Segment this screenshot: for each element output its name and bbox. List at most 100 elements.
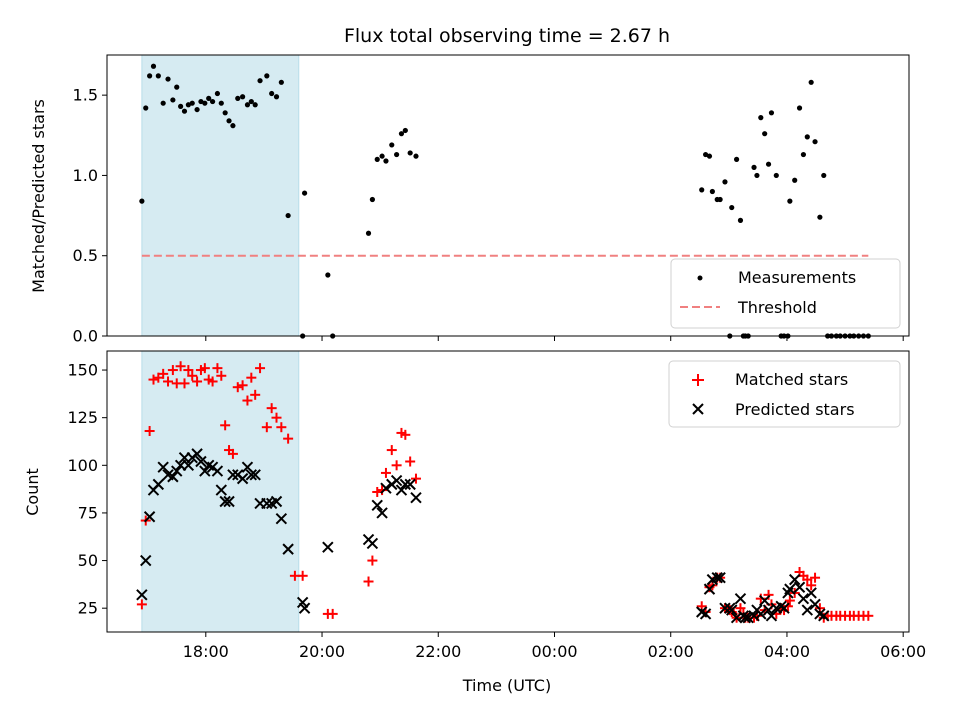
count-x-tick-label: 18:00	[183, 642, 229, 661]
measurement-point	[209, 98, 216, 105]
count-y-tick-label: 25	[78, 599, 98, 618]
predicted-star-stroke-b	[809, 598, 821, 611]
predicted-star-point	[236, 472, 249, 485]
measurement-point	[369, 196, 375, 203]
measurement-point	[394, 151, 400, 158]
predicted-star-stroke-b	[788, 573, 801, 586]
measurement-point	[733, 156, 740, 162]
predicted-star-point	[171, 465, 183, 477]
predicted-star-point	[395, 484, 408, 496]
measurement-point	[808, 79, 814, 85]
predicted-star-stroke-b	[399, 478, 412, 491]
predicted-star-stroke-b	[275, 512, 288, 525]
predicted-star-stroke-b	[191, 448, 203, 460]
measurement-point	[170, 97, 176, 103]
matched-stars-points	[136, 361, 874, 623]
count-y-tick-label: 150	[67, 361, 98, 380]
measurement-point	[174, 84, 180, 90]
measurement-point	[222, 110, 228, 116]
predicted-star-point	[714, 571, 726, 584]
predicted-star-stroke-b	[805, 587, 817, 599]
measurement-point	[706, 153, 713, 159]
measurement-point	[413, 153, 419, 159]
predicted-star-stroke-b	[765, 610, 778, 622]
predicted-star-point	[140, 554, 152, 567]
matched-star-point	[380, 467, 391, 478]
measurement-point	[264, 73, 270, 79]
predicted-star-point	[261, 497, 273, 510]
predicted-star-stroke-b	[157, 461, 169, 473]
matched-star-point	[400, 429, 411, 440]
matched-star-point	[242, 395, 253, 406]
predicted-star-stroke-b	[778, 602, 790, 614]
measurement-point	[773, 172, 779, 179]
count-x-tick-label: 20:00	[299, 642, 345, 661]
matched-star-point	[255, 363, 266, 374]
measurement-point	[160, 100, 166, 106]
predicted-star-stroke-b	[270, 495, 283, 508]
matched-star-point	[192, 376, 203, 387]
predicted-star-stroke-b	[748, 610, 760, 622]
predicted-star-stroke-b	[784, 583, 796, 595]
predicted-star-stroke-b	[223, 495, 235, 508]
ratio-y-tick-label: 0.5	[73, 246, 98, 265]
predicted-star-stroke-b	[371, 499, 383, 512]
measurement-point	[374, 156, 380, 162]
ratio-panel-axes: 0.0 0.5 1.0 1.5	[73, 54, 910, 346]
predicted-star-stroke-b	[793, 581, 806, 593]
predicted-star-stroke-b	[211, 465, 224, 477]
measurement-point	[407, 150, 413, 156]
predicted-star-point	[376, 507, 388, 519]
measurement-point	[155, 73, 161, 79]
predicted-star-point	[765, 610, 778, 622]
measurement-point	[768, 110, 775, 116]
matched-star-point	[199, 363, 210, 374]
predicted-star-point	[390, 474, 403, 487]
matched-star-point	[237, 380, 248, 391]
matched-star-point	[297, 570, 308, 581]
matched-star-point	[386, 445, 397, 456]
measurement-point	[383, 158, 389, 164]
predicted-star-point	[784, 583, 796, 595]
predicted-star-stroke-b	[404, 478, 416, 491]
predicted-star-point	[275, 512, 288, 525]
predicted-star-point	[719, 602, 731, 614]
matched-star-point	[246, 372, 257, 383]
measurement-point	[285, 212, 291, 219]
predicted-star-stroke-b	[797, 592, 810, 605]
predicted-star-point	[182, 459, 195, 472]
count-y-tick-label: 125	[67, 408, 98, 427]
measurement-point	[269, 90, 275, 97]
matched-star-point	[158, 368, 169, 379]
matched-star-point	[271, 412, 282, 423]
measurement-point	[325, 272, 331, 278]
measurement-point	[143, 105, 149, 111]
count-x-tick-label: 02:00	[648, 642, 694, 661]
count-legend-box	[668, 360, 901, 428]
matched-star-point	[183, 365, 194, 376]
measurement-point	[817, 214, 823, 220]
predicted-star-point	[298, 602, 311, 614]
predicted-star-point	[818, 610, 830, 622]
predicted-star-stroke-b	[719, 602, 731, 614]
predicted-star-stroke-b	[699, 608, 712, 620]
measurement-point	[139, 198, 145, 204]
measurement-point	[709, 188, 715, 195]
predicted-star-point	[195, 455, 207, 468]
measurement-point	[717, 196, 723, 203]
predicted-star-stroke-b	[298, 602, 311, 614]
matched-star-point	[148, 374, 159, 385]
predicted-star-stroke-b	[762, 604, 775, 616]
predicted-star-stroke-b	[711, 571, 723, 584]
predicted-star-stroke-b	[136, 589, 148, 601]
predicted-star-stroke-b	[249, 469, 261, 481]
chart-title: Flux total observing time = 2.67 h	[344, 25, 670, 47]
matched-star-point	[405, 456, 416, 467]
measurement-point	[792, 177, 798, 183]
predicted-star-point	[726, 604, 738, 616]
measurement-point	[699, 187, 705, 193]
measurement-point	[729, 204, 735, 211]
predicted-star-point	[143, 511, 156, 523]
ratio-y-tick-label: 1.0	[73, 166, 98, 185]
predicted-star-stroke-b	[199, 465, 211, 477]
